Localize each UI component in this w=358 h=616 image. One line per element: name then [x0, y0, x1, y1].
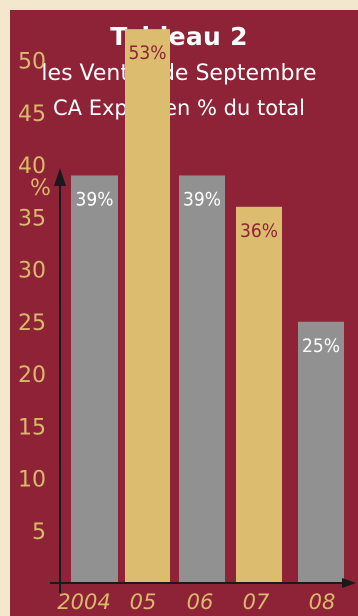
y-tick-35: 35 — [18, 206, 46, 231]
x-tick-07: 07 — [243, 590, 270, 614]
y-axis: % 5 10 15 20 25 30 35 40 45 50 — [18, 50, 66, 593]
data-labels-group: 39% 53% 39% 36% 25% — [76, 42, 341, 357]
y-axis-unit-label: % — [30, 176, 51, 201]
y-tick-10: 10 — [18, 468, 46, 493]
x-tick-08: 08 — [309, 590, 336, 614]
bar-05 — [125, 29, 170, 583]
y-tick-40: 40 — [18, 154, 46, 179]
y-tick-25: 25 — [18, 311, 46, 336]
y-tick-5: 5 — [32, 520, 46, 545]
y-tick-45: 45 — [18, 102, 46, 127]
data-label-08: 25% — [302, 335, 340, 357]
y-tick-50: 50 — [18, 50, 46, 75]
x-tick-05: 05 — [130, 590, 157, 614]
bars-group — [71, 29, 344, 584]
data-label-07: 36% — [240, 220, 278, 242]
y-axis-arrow — [54, 168, 66, 186]
x-axis-arrow — [342, 578, 356, 588]
x-axis: 2004 05 06 07 08 — [50, 578, 356, 614]
chart-subtitle-2: CA Export en % du total — [53, 96, 305, 120]
data-label-06: 39% — [183, 188, 221, 210]
data-label-2004: 39% — [76, 188, 114, 210]
data-label-05: 53% — [129, 42, 167, 64]
y-tick-30: 30 — [18, 259, 46, 284]
y-tick-15: 15 — [18, 415, 46, 440]
x-tick-06: 06 — [187, 590, 214, 614]
bar-07 — [236, 206, 282, 584]
bar-06 — [179, 175, 225, 583]
chart-subtitle: les Ventes de Septembre — [41, 61, 317, 86]
y-tick-20: 20 — [18, 363, 46, 388]
x-tick-2004: 2004 — [57, 590, 110, 614]
bar-08 — [298, 321, 344, 583]
bar-2004 — [71, 175, 118, 583]
